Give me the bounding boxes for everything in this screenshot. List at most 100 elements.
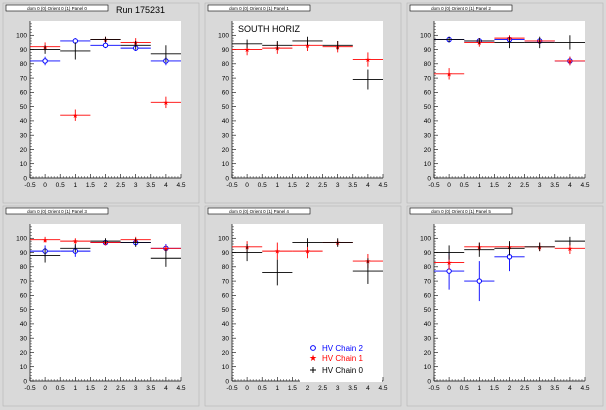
- legend-marker-chain-1: ★: [309, 354, 317, 364]
- x-tick-label: 4.5: [580, 182, 589, 189]
- y-tick-label: 100: [218, 33, 229, 40]
- legend-box: [300, 337, 382, 382]
- data-point: [554, 35, 585, 50]
- y-tick-label: 20: [424, 350, 432, 357]
- legend-label-chain-2: HV Chain 2: [322, 344, 363, 353]
- data-point: [30, 45, 61, 54]
- x-tick-label: 3: [134, 182, 138, 189]
- x-tick-label: 4.5: [378, 385, 387, 392]
- panel-title: dom 0 (0) Orient 0 (1) Panel 0: [27, 6, 87, 11]
- legend-marker-chain-2: [310, 345, 316, 351]
- y-tick-label: 50: [20, 104, 28, 111]
- star-marker: ★: [365, 56, 371, 64]
- data-point: [90, 36, 121, 43]
- data-point: [150, 45, 181, 63]
- x-tick-label: 0.5: [460, 385, 469, 392]
- y-tick-label: 80: [222, 61, 230, 68]
- x-tick-label: 3.5: [146, 385, 155, 392]
- x-tick-label: 2: [508, 182, 512, 189]
- x-tick-label: 0: [245, 182, 249, 189]
- x-tick-label: 0.5: [460, 182, 469, 189]
- data-point: [292, 238, 323, 247]
- x-tick-label: 1: [275, 385, 279, 392]
- series-2: [30, 238, 181, 267]
- data-point: [262, 40, 293, 50]
- x-tick-label: 0: [245, 385, 249, 392]
- star-marker: ★: [304, 248, 310, 256]
- data-point: [494, 36, 525, 49]
- y-tick-label: 20: [222, 350, 230, 357]
- x-tick-label: 2: [306, 385, 310, 392]
- x-tick-label: 3: [538, 182, 542, 189]
- star-marker: ★: [446, 70, 452, 78]
- x-tick-label: 4: [568, 385, 572, 392]
- y-tick-label: 100: [420, 33, 431, 40]
- y-tick-label: 60: [424, 293, 432, 300]
- data-point: [494, 241, 525, 256]
- data-point: ★: [434, 68, 465, 80]
- star-marker: ★: [163, 99, 169, 107]
- x-tick-label: 3.5: [550, 385, 559, 392]
- series-0: [434, 242, 525, 302]
- panel-title-box: [207, 4, 311, 12]
- data-point: [434, 245, 465, 260]
- y-tick-label: 100: [218, 236, 229, 243]
- panel-title-box: [5, 207, 109, 215]
- y-tick-label: 50: [222, 104, 230, 111]
- series-1: [232, 36, 383, 90]
- x-tick-label: 2: [104, 182, 108, 189]
- y-tick-label: 90: [424, 250, 432, 257]
- series-2: [434, 236, 585, 260]
- panel-title: dom 0 (0) Orient 0 (1) Panel 5: [431, 209, 491, 214]
- x-tick-label: 2: [104, 385, 108, 392]
- data-point: [232, 243, 263, 262]
- y-tick-label: 50: [222, 307, 230, 314]
- x-tick-label: 3: [134, 385, 138, 392]
- x-tick-label: 4: [568, 182, 572, 189]
- star-marker: ★: [304, 42, 310, 50]
- x-tick-label: 1: [275, 182, 279, 189]
- x-tick-label: 3.5: [348, 182, 357, 189]
- x-tick-label: -0.5: [428, 182, 440, 189]
- x-tick-label: 2.5: [520, 182, 529, 189]
- y-tick-label: 40: [20, 321, 28, 328]
- x-tick-label: 3.5: [348, 385, 357, 392]
- y-tick-label: 0: [427, 378, 431, 385]
- y-tick-label: 10: [424, 161, 432, 168]
- y-tick-label: 50: [424, 104, 432, 111]
- x-tick-label: 1.5: [86, 385, 95, 392]
- data-point: ★: [30, 236, 61, 244]
- data-point: [90, 238, 121, 244]
- y-tick-label: 60: [222, 293, 230, 300]
- data-point: [464, 242, 495, 257]
- panel-1: dom 0 (0) Orient 0 (1) Panel 0-0.5 0 0.5 1 1…: [2, 2, 200, 204]
- panel-title-box: [207, 207, 311, 215]
- panel-title: dom 0 (0) Orient 0 (1) Panel 4: [229, 209, 289, 214]
- panel-annotation: Run 175231: [116, 5, 165, 15]
- y-tick-label: 50: [424, 307, 432, 314]
- x-tick-label: 0.5: [258, 385, 267, 392]
- y-tick-label: 60: [222, 90, 230, 97]
- star-marker: ★: [446, 259, 452, 267]
- panel-title: dom 0 (0) Orient 0 (1) Panel 2: [431, 6, 491, 11]
- data-point: [30, 56, 61, 66]
- y-tick-label: 30: [222, 132, 230, 139]
- data-point: [554, 236, 585, 246]
- circle-marker: [476, 278, 482, 284]
- data-point: ★: [60, 109, 91, 121]
- y-tick-label: 20: [424, 147, 432, 154]
- x-tick-label: 4.5: [176, 385, 185, 392]
- y-tick-label: 70: [20, 75, 28, 82]
- panel-3: dom 0 (0) Orient 0 (1) Panel 2-0.5 0 0.5 1 1…: [406, 2, 604, 204]
- data-point: ★: [150, 96, 181, 109]
- data-point: [464, 38, 495, 44]
- data-point: [150, 249, 181, 267]
- x-tick-label: 2.5: [116, 385, 125, 392]
- y-tick-label: 40: [222, 321, 230, 328]
- data-point: ★: [60, 238, 91, 246]
- star-marker: ★: [274, 248, 280, 256]
- x-tick-label: -0.5: [24, 385, 36, 392]
- y-tick-label: 100: [16, 33, 27, 40]
- y-tick-label: 70: [222, 75, 230, 82]
